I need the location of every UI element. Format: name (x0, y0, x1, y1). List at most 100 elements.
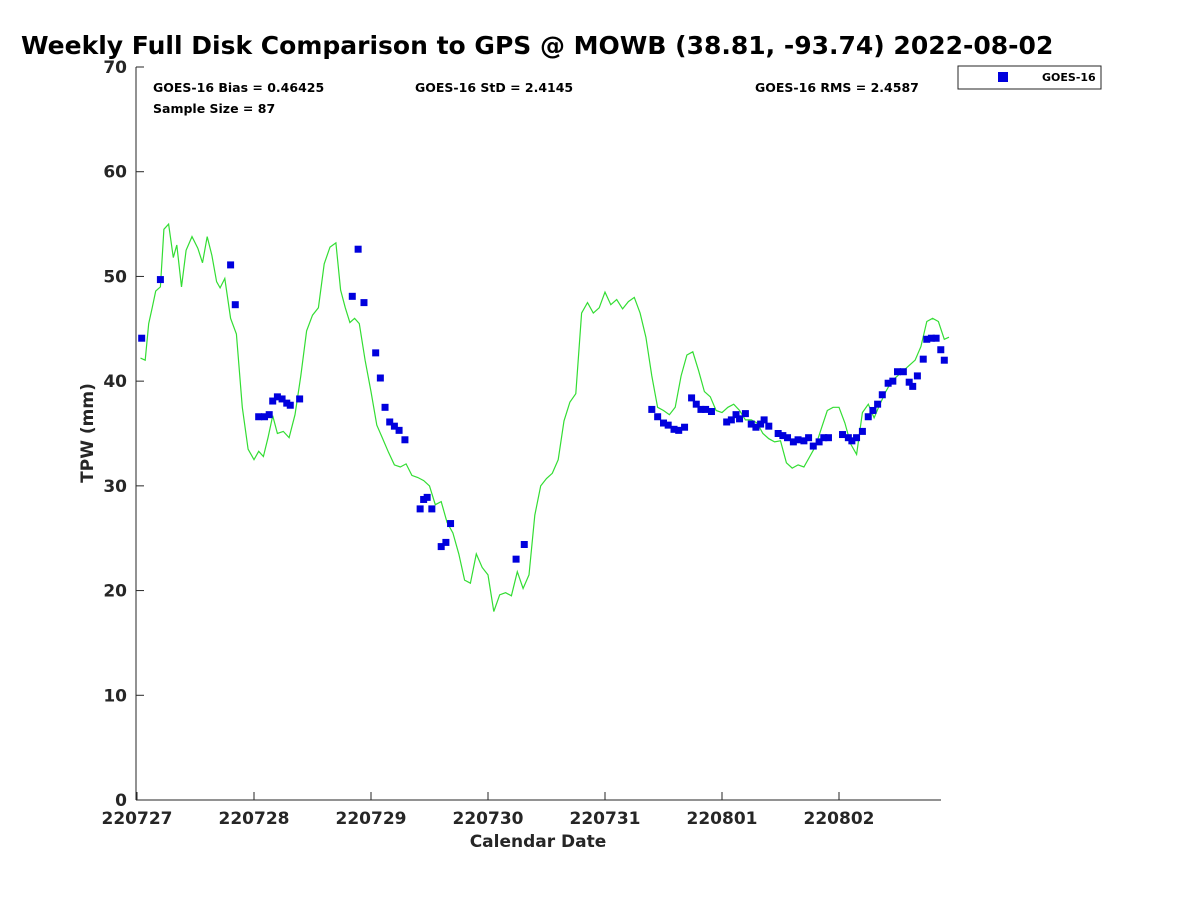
sample-size-stat: Sample Size = 87 (153, 101, 275, 116)
goes16-point (779, 432, 787, 440)
goes16-point (800, 437, 808, 445)
goes16-point (395, 426, 403, 434)
goes16-point (741, 410, 749, 418)
goes16-point (688, 394, 696, 402)
y-tick-label: 70 (103, 58, 127, 78)
goes16-point (437, 543, 445, 551)
goes16-point (227, 261, 235, 269)
goes16-point (864, 413, 872, 421)
gps-line (140, 222, 950, 612)
goes16-point (736, 415, 744, 423)
goes16-point (923, 335, 931, 343)
goes16-point (416, 505, 424, 513)
goes16-point (447, 520, 455, 528)
goes16-point (874, 400, 882, 408)
goes16-point (927, 334, 935, 342)
goes16-point (512, 555, 520, 563)
goes16-point (376, 374, 384, 382)
goes16-point (372, 349, 380, 357)
y-axis: 0 10 20 30 40 50 60 70 (103, 58, 144, 811)
goes16-point (138, 334, 146, 342)
plot-frame (135, 67, 941, 801)
goes16-point (692, 400, 700, 408)
goes16-point (697, 405, 705, 413)
goes16-point (420, 495, 428, 503)
goes16-point (442, 538, 450, 546)
goes16-point (919, 355, 927, 363)
legend: GOES-16 (957, 65, 1102, 90)
goes16-point (390, 422, 398, 430)
goes16-point (520, 540, 528, 548)
goes16-point (156, 276, 164, 284)
goes16-point (354, 245, 362, 253)
goes16-point (428, 505, 436, 513)
x-tick-label: 220731 (570, 809, 641, 829)
y-tick-label: 60 (103, 163, 127, 183)
goes16-point (286, 401, 294, 409)
y-tick-label: 10 (103, 686, 127, 706)
goes16-point (853, 434, 861, 442)
goes16-point (732, 411, 740, 419)
goes16-point (723, 418, 731, 426)
goes16-point (278, 395, 286, 403)
goes16-point (231, 301, 239, 309)
y-tick-label: 40 (103, 372, 127, 392)
goes16-point (648, 405, 656, 413)
goes16-point (664, 421, 672, 429)
goes16-point (909, 382, 917, 390)
goes16-point (765, 422, 773, 430)
goes16-point (265, 411, 273, 419)
goes16-point (423, 493, 431, 501)
goes16-point (283, 399, 291, 407)
goes16-point (932, 334, 940, 342)
goes16-point (296, 395, 304, 403)
x-tick-label: 220802 (804, 809, 875, 829)
goes16-point (707, 408, 715, 416)
x-axis: 220727 220728 220729 220730 220731 220801 2208… (102, 792, 875, 829)
goes16-point (261, 413, 269, 421)
goes16-point (757, 420, 765, 428)
legend-marker-goes16 (998, 72, 1008, 82)
y-tick-label: 30 (103, 477, 127, 497)
goes16-point (858, 427, 866, 435)
goes16-point (937, 346, 945, 354)
goes16-point (670, 425, 678, 433)
goes16-point (381, 403, 389, 411)
goes16-point (784, 434, 792, 442)
goes16-point (894, 368, 901, 376)
goes16-point (884, 379, 892, 387)
goes16-point (660, 419, 667, 427)
goes16-point (654, 413, 662, 421)
goes16-point (273, 393, 281, 401)
x-tick-label: 220730 (453, 809, 524, 829)
goes16-point (820, 434, 828, 442)
x-tick-label: 220727 (102, 809, 173, 829)
goes16-point (878, 391, 886, 399)
rms-stat: GOES-16 RMS = 2.4587 (755, 80, 919, 95)
goes16-point (675, 426, 683, 434)
goes16-point (702, 405, 710, 413)
goes16-point (789, 438, 797, 446)
goes16-point (752, 423, 760, 431)
goes16-point (255, 413, 263, 421)
goes16-point (348, 292, 356, 300)
goes16-point (681, 423, 689, 431)
goes16-point (360, 299, 368, 307)
goes16-point (899, 368, 907, 376)
x-tick-label: 220801 (687, 809, 758, 829)
goes16-point (805, 434, 813, 442)
goes16-point (913, 372, 921, 380)
goes16-point (839, 431, 847, 439)
y-tick-label: 0 (115, 791, 127, 811)
goes16-point (269, 397, 277, 405)
x-axis-label: Calendar Date (470, 832, 607, 852)
goes16-point (809, 442, 817, 450)
gps-series (140, 222, 950, 612)
x-tick-label: 220729 (336, 809, 407, 829)
chart-title: Weekly Full Disk Comparison to GPS @ MOW… (21, 31, 1053, 60)
goes16-point (760, 416, 768, 424)
goes16-point (774, 430, 782, 437)
x-tick-label: 220728 (219, 809, 290, 829)
bias-stat: GOES-16 Bias = 0.46425 (153, 80, 324, 95)
